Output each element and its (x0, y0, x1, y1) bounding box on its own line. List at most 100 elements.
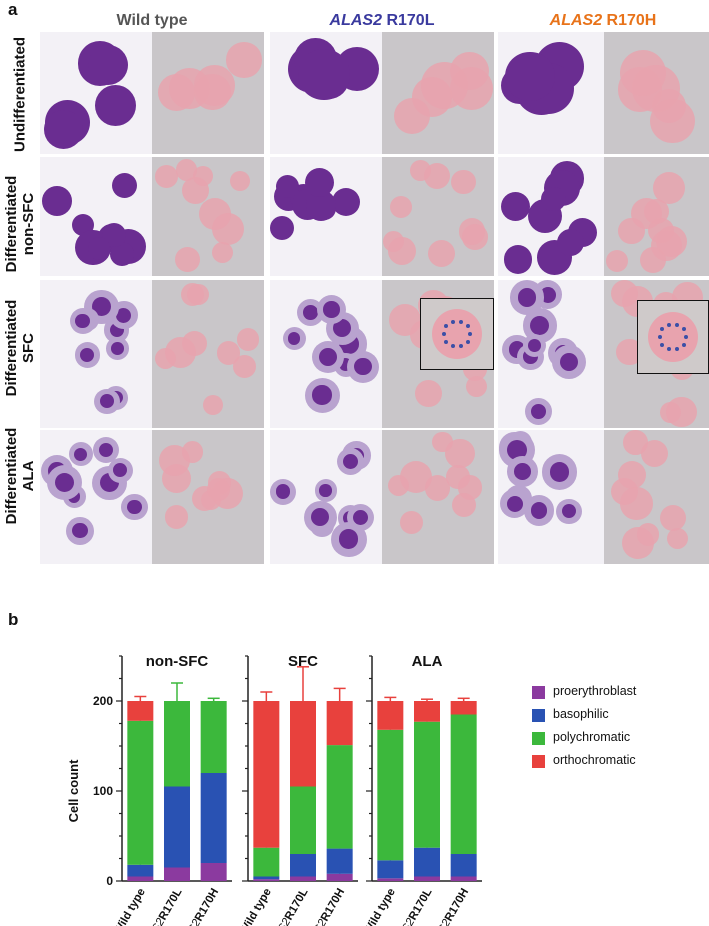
cell-nucleus (288, 332, 301, 345)
stained-cell (400, 511, 423, 534)
stained-cell (641, 440, 668, 467)
stained-cell (175, 247, 200, 272)
stained-cell (187, 284, 208, 305)
bar-segment-polychromatic (414, 722, 440, 848)
cell-nucleus (514, 463, 531, 480)
bar-segment-basophilic (164, 787, 190, 868)
stained-cell (667, 528, 688, 549)
cell-nucleus (99, 443, 113, 457)
cell (270, 479, 296, 505)
wright-giemsa-image (270, 157, 382, 276)
benzidine-image (604, 32, 709, 154)
chart-title: non-SFC (146, 653, 209, 670)
stained-cell (459, 218, 485, 244)
stained-cell (666, 397, 697, 428)
row-label-ala: Differentiated ALA (3, 411, 37, 541)
iron-granule (682, 327, 686, 331)
column-header-r170l: ALAS2 R170L (270, 12, 494, 30)
stained-cell (618, 218, 644, 244)
bar-segment-proerythroblast (451, 877, 477, 882)
wright-giemsa-image (40, 157, 152, 276)
column-header-wild-type: Wild type (40, 12, 264, 30)
benzidine-image (604, 430, 709, 564)
stained-cell (207, 478, 230, 501)
cell (108, 458, 134, 484)
bar-segment-polychromatic (327, 745, 353, 849)
cell (305, 378, 340, 413)
row-label-line: Undifferentiated (12, 30, 29, 160)
legend-swatch-basophilic (532, 709, 545, 722)
siderocyte-inset (637, 300, 709, 374)
row-label-line: Differentiated (3, 159, 20, 289)
micrograph-r4-c1 (40, 430, 264, 564)
cell (47, 465, 82, 500)
bar-segment-orthochromatic (451, 701, 477, 715)
cell-nucleus (343, 454, 358, 469)
bar-segment-basophilic (290, 854, 316, 877)
benzidine-image (152, 157, 264, 276)
cell (75, 342, 101, 368)
y-tick-label: 100 (93, 784, 113, 798)
row-label-line: Differentiated (3, 411, 20, 541)
iron-granule (468, 332, 472, 336)
cell-nucleus (127, 500, 141, 514)
cell (556, 499, 581, 524)
micrograph-r2-c2 (270, 157, 494, 276)
stained-cell (388, 237, 416, 265)
wright-giemsa-image (270, 32, 382, 154)
stained-cell (182, 441, 204, 463)
cell (315, 479, 337, 501)
legend-label-orthochromatic: orthochromatic (553, 753, 636, 767)
legend-swatch-proerythroblast (532, 686, 545, 699)
micrograph-r2-c3 (498, 157, 709, 276)
stained-cell (618, 461, 646, 489)
y-axis-label: Cell count (66, 759, 81, 823)
cell (95, 85, 136, 126)
micrograph-r4-c3 (498, 430, 709, 564)
legend-swatch-polychromatic (532, 732, 545, 745)
micrograph-r2-c1 (40, 157, 264, 276)
cell-nucleus (531, 502, 548, 519)
cell-nucleus (319, 348, 337, 366)
siderocyte-cell (432, 309, 482, 359)
column-variant: R170L (386, 12, 434, 29)
bar-segment-orthochromatic (414, 701, 440, 722)
bar-segment-proerythroblast (127, 877, 153, 882)
stained-cell (230, 171, 250, 191)
bar-segment-polychromatic (290, 787, 316, 855)
siderocyte-inset (420, 298, 494, 370)
cell-nucleus (339, 529, 359, 549)
stained-cell (237, 328, 260, 351)
micrograph-r3-c2 (270, 280, 494, 428)
cell (112, 173, 137, 198)
cell-nucleus (312, 385, 331, 404)
stained-cell (620, 50, 666, 96)
row-label-line: SFC (20, 283, 37, 413)
stained-cell (155, 165, 178, 188)
cell (276, 175, 299, 198)
wright-giemsa-image (270, 280, 382, 428)
wright-giemsa-image (498, 280, 604, 428)
bar-segment-polychromatic (127, 721, 153, 865)
bar-segment-proerythroblast (327, 874, 353, 881)
bar-segment-orthochromatic (127, 701, 153, 721)
column-gene: ALAS2 (550, 12, 602, 29)
stained-cell (451, 170, 475, 194)
stained-cell (176, 159, 197, 180)
cell-nucleus (111, 342, 124, 355)
cell-nucleus (303, 305, 318, 320)
iron-granule (675, 323, 679, 327)
micrograph-r4-c2 (270, 430, 494, 564)
cell (121, 494, 147, 520)
cell-nucleus (276, 484, 290, 498)
stained-cell (158, 74, 195, 111)
micrograph-r1-c1 (40, 32, 264, 154)
column-header-r170h: ALAS2 R170H (498, 12, 708, 30)
cell-nucleus (531, 404, 546, 419)
cell (541, 187, 566, 212)
cell (66, 517, 94, 545)
panel-a-letter: a (8, 0, 17, 20)
bar-segment-basophilic (414, 848, 440, 877)
cell (106, 337, 129, 360)
cell (283, 327, 306, 350)
